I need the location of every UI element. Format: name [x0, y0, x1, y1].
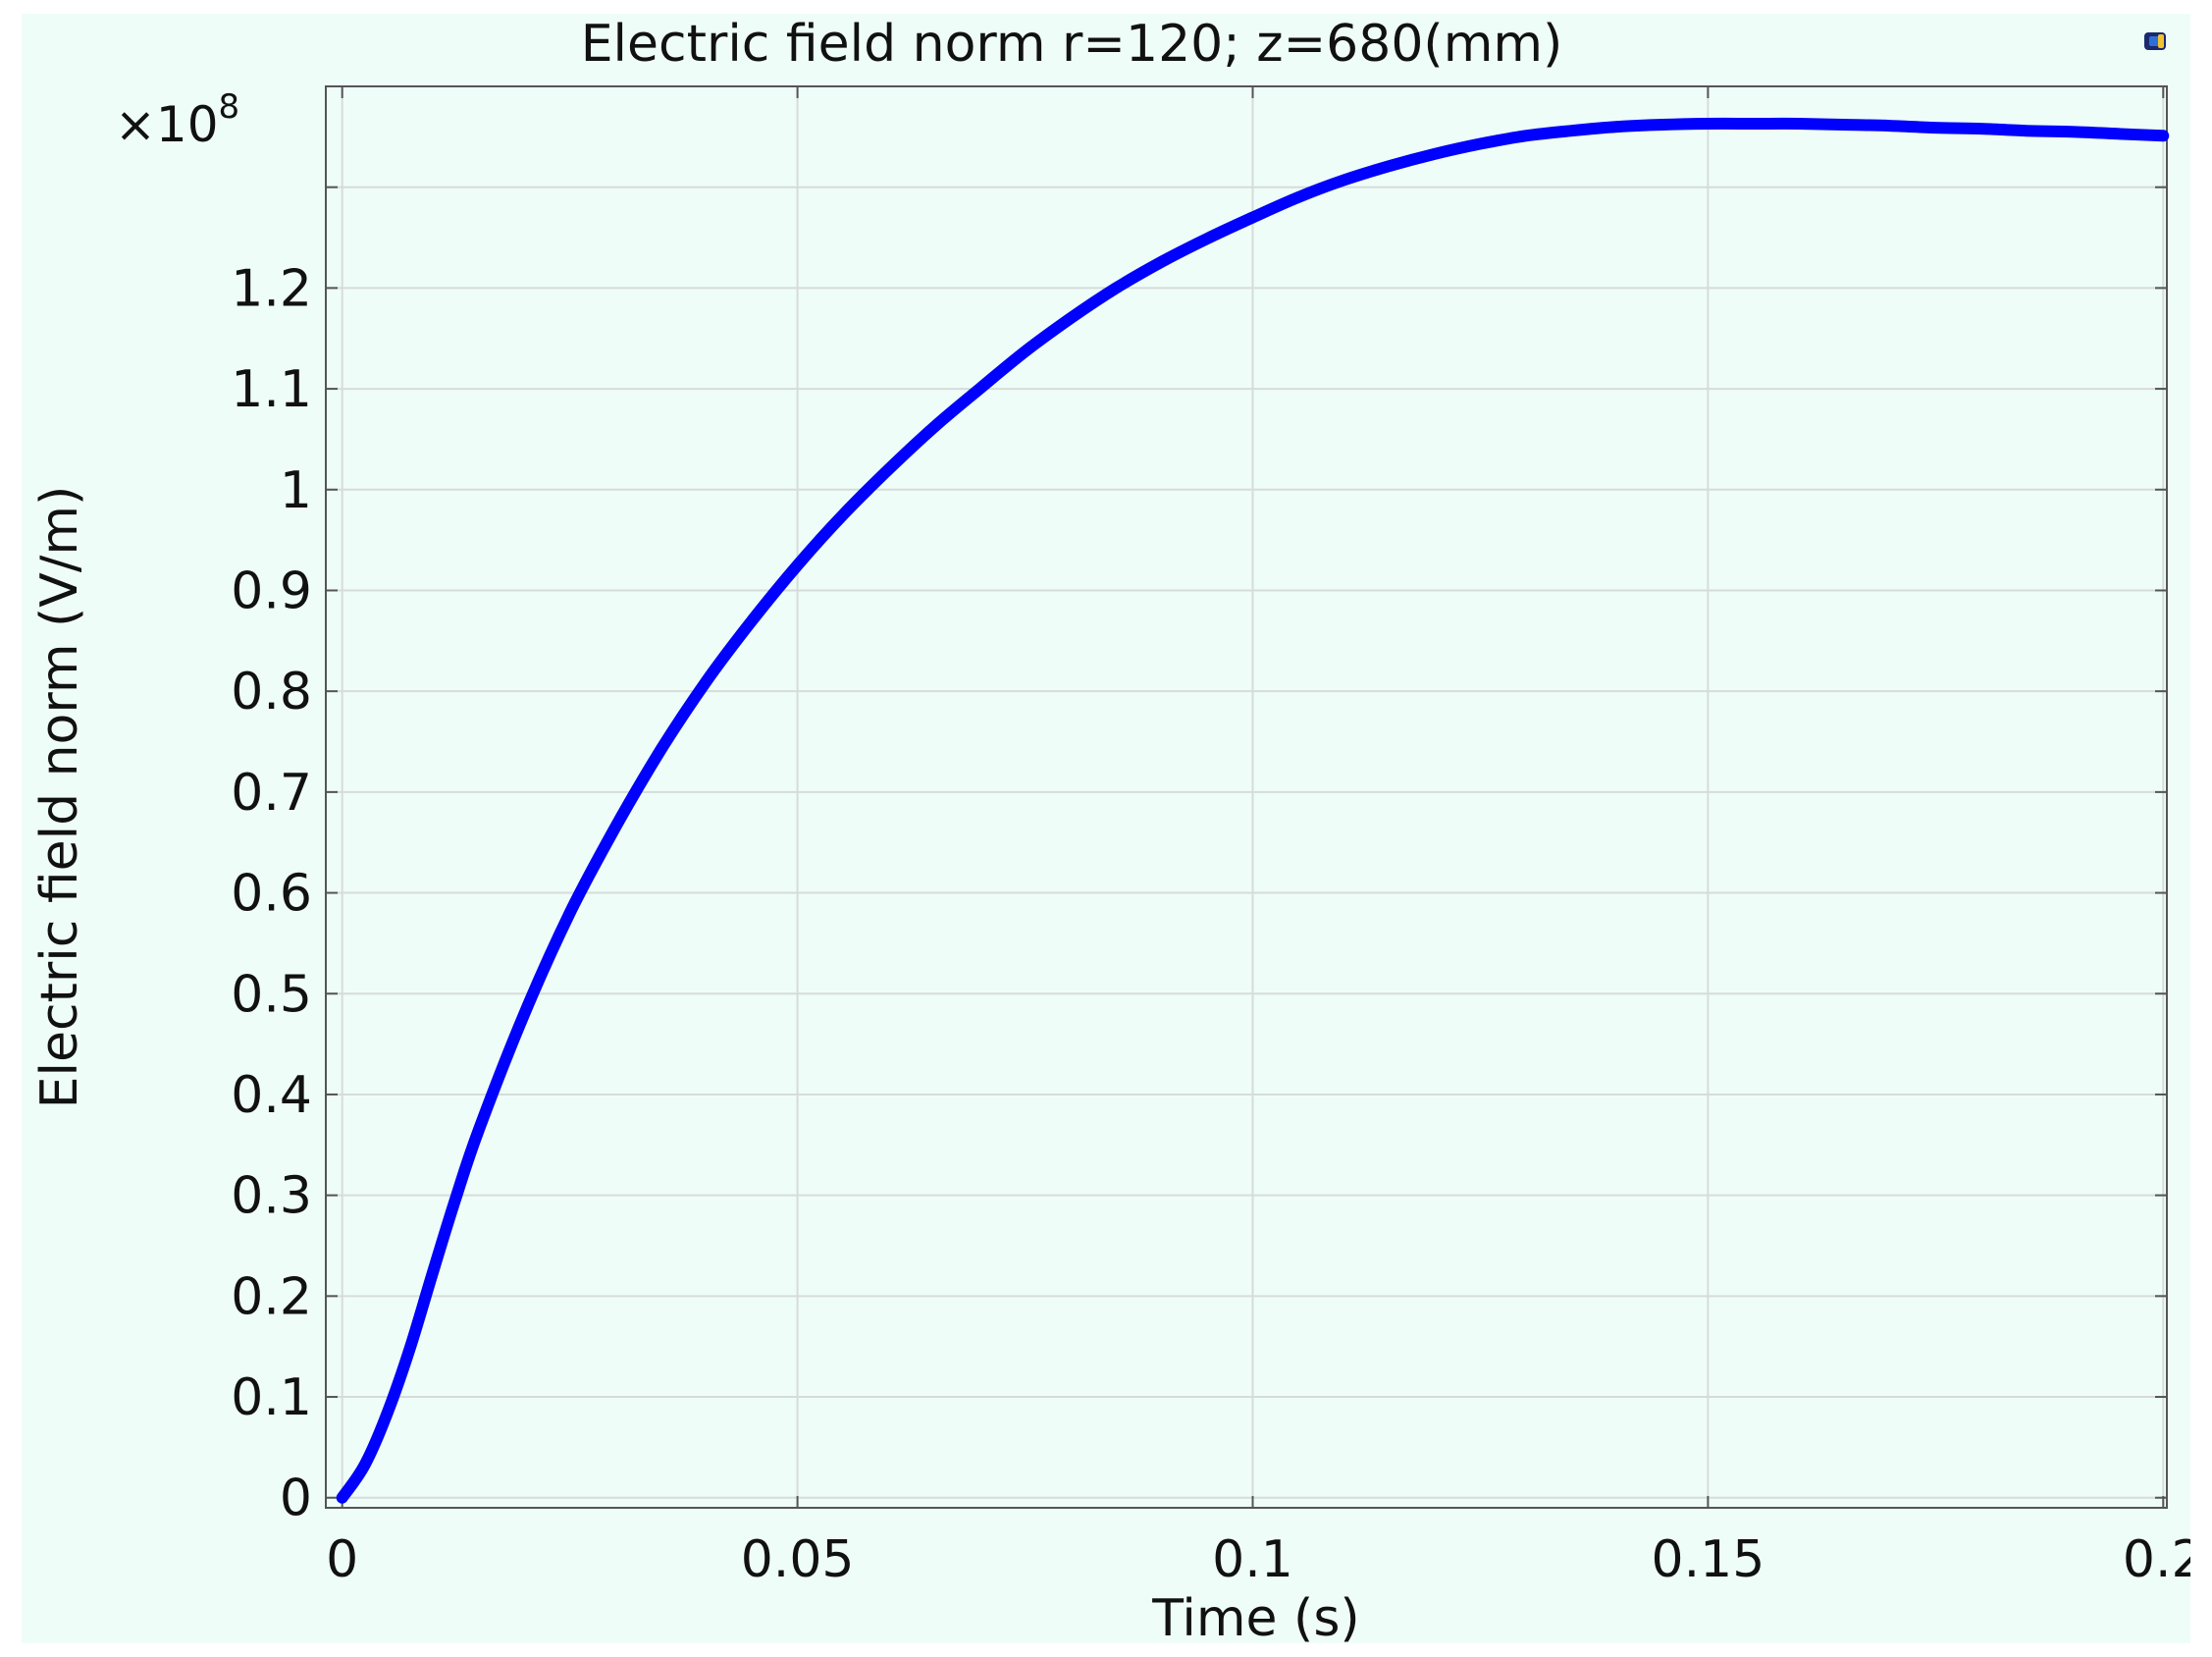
figure-panel: 0 0.1 0.2 0.3 0.4 0.5 0.6 0.7 0.8 0.9 1 1.1 1.2 0 0.05…: [22, 14, 2190, 1643]
x-tick-label: 0.1: [1212, 1530, 1293, 1589]
y-axis-multiplier: ×108: [115, 87, 239, 153]
y-tick-label: 0.4: [231, 1066, 312, 1125]
x-tick-label: 0: [326, 1530, 358, 1589]
cube-icon-edge: [2158, 34, 2164, 48]
y-tick-label: 0.8: [231, 663, 312, 722]
series-line: [336, 117, 2170, 1504]
y-tick-label: 0.2: [231, 1267, 312, 1326]
y-tick-label: 1: [280, 461, 312, 520]
y-tick-label: 0.1: [231, 1368, 312, 1427]
axis-ticks: 0 0.1 0.2 0.3 0.4 0.5 0.6 0.7 0.8 0.9 1 1.1 1.2 0 0.05…: [231, 86, 2190, 1589]
x-tick-label: 0.15: [1652, 1530, 1765, 1589]
chart-title: Electric field norm r=120; z=680(mm): [581, 15, 1563, 74]
y-tick-label: 0.5: [231, 965, 312, 1024]
y-tick-label: 0: [280, 1470, 312, 1528]
x-axis-label: Time (s): [1151, 1589, 1359, 1643]
plot-area-frame: [325, 85, 2168, 1509]
y-tick-label: 1.1: [231, 360, 312, 419]
series-group: [336, 117, 2170, 1504]
cube-icon[interactable]: [2144, 32, 2166, 50]
x-tick-label: 0.05: [741, 1530, 855, 1589]
gridlines: [326, 86, 2167, 1508]
y-tick-label: 0.7: [231, 764, 312, 823]
y-tick-label: 1.2: [231, 259, 312, 318]
line-chart: 0 0.1 0.2 0.3 0.4 0.5 0.6 0.7 0.8 0.9 1 1.1 1.2 0 0.05…: [30, 15, 2190, 1643]
y-tick-label: 0.3: [231, 1167, 312, 1226]
y-tick-label: 0.9: [231, 561, 312, 620]
y-tick-label: 0.6: [231, 865, 312, 924]
y-axis-label: Electric field norm (V/m): [30, 486, 89, 1109]
x-tick-label: 0.2: [2123, 1530, 2190, 1589]
